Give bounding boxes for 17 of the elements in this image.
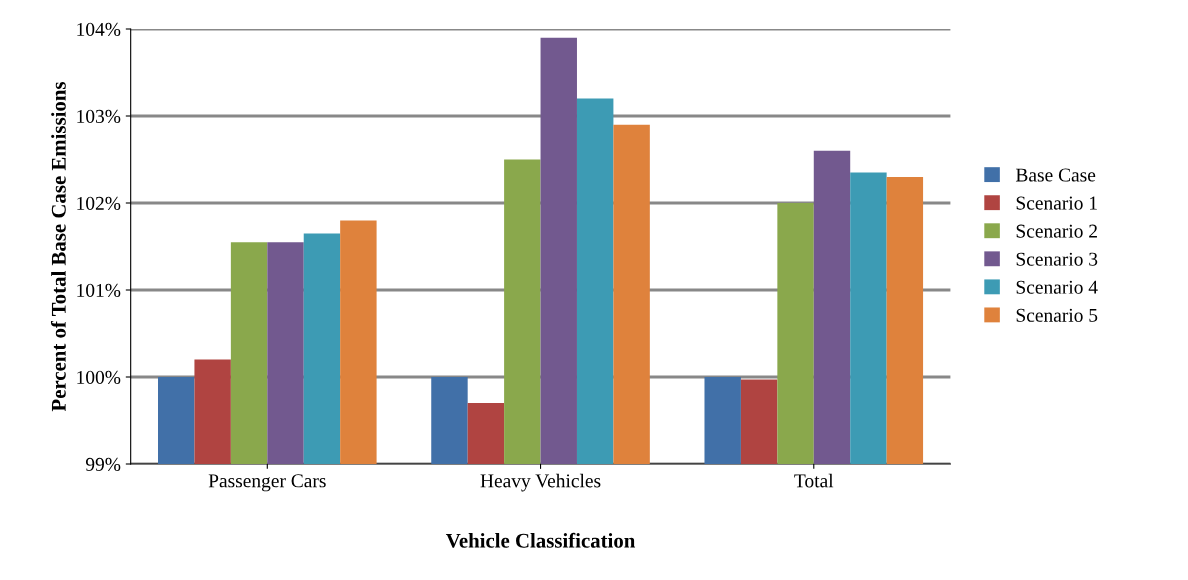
- legend-label: Scenario 3: [1016, 252, 1098, 266]
- y-tick-label: 100%: [77, 370, 121, 384]
- legend-label: Scenario 4: [1016, 280, 1098, 294]
- y-axis-title: Percent of Total Base Case Emissions: [50, 81, 66, 412]
- y-tick-label: 104%: [77, 22, 121, 36]
- legend-label: Scenario 1: [1016, 196, 1097, 210]
- legend-label: Base Case: [1015, 168, 1096, 182]
- x-tick-label: Heavy Vehicles: [480, 473, 601, 492]
- y-tick-label: 101%: [77, 283, 121, 297]
- x-tick-label: Total: [794, 473, 834, 488]
- x-tick-label: Passenger Cars: [208, 474, 326, 492]
- legend-label: Scenario 2: [1016, 224, 1097, 238]
- y-tick-label: 103%: [77, 109, 121, 123]
- y-tick-label: 102%: [77, 196, 121, 210]
- legend-label: Scenario 5: [1016, 308, 1098, 322]
- x-axis-title: Vehicle Classification: [445, 532, 636, 548]
- y-tick-label: 99%: [85, 457, 121, 471]
